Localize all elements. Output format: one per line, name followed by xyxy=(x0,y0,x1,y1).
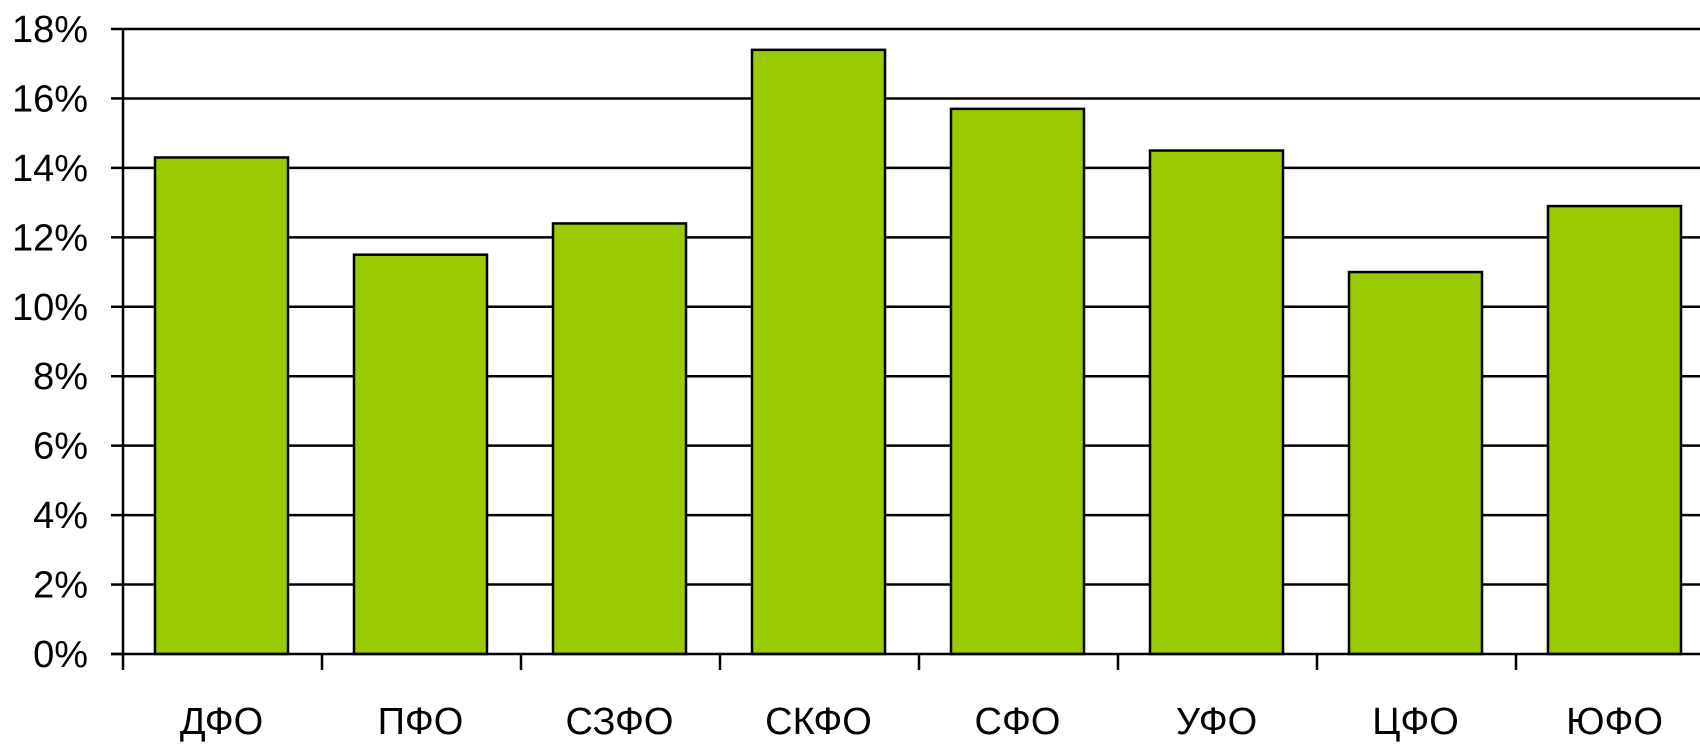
y-tick-label: 0% xyxy=(33,634,88,676)
y-tick-label: 12% xyxy=(12,217,88,259)
bar-2 xyxy=(352,253,489,656)
bar-4 xyxy=(750,48,887,656)
bar-7 xyxy=(1347,270,1484,656)
bar-3 xyxy=(551,222,688,656)
x-tick-label: ЦФО xyxy=(1372,701,1459,743)
y-tick-label: 16% xyxy=(12,78,88,120)
bars xyxy=(153,48,1683,656)
bar-1 xyxy=(153,156,290,656)
y-tick-label: 4% xyxy=(33,495,88,537)
bar-5 xyxy=(949,107,1086,656)
x-tick-label: УФО xyxy=(1176,701,1257,743)
x-tick-label: СФО xyxy=(975,701,1061,743)
y-tick-labels: 0% 2% 4% 6% 8% 10% 12% 14% 16% 18% xyxy=(12,9,88,676)
y-tick-label: 2% xyxy=(33,565,88,607)
x-tick-label: ЮФО xyxy=(1566,701,1663,743)
y-tick-label: 8% xyxy=(33,356,88,398)
y-tick-label: 10% xyxy=(12,287,88,329)
y-tick-label: 6% xyxy=(33,426,88,468)
x-tick-label: СЗФО xyxy=(566,701,674,743)
bar-8 xyxy=(1546,204,1683,656)
x-tick-label: ДФО xyxy=(180,701,263,743)
bar-6 xyxy=(1148,149,1285,656)
x-tick-label: СКФО xyxy=(765,701,872,743)
x-tick-label: ПФО xyxy=(378,701,464,743)
axes xyxy=(111,27,1700,670)
x-tick-labels: ДФО ПФО СЗФО СКФО СФО УФО ЦФО ЮФО xyxy=(180,701,1663,743)
y-tick-label: 18% xyxy=(12,9,88,51)
y-tick-label: 14% xyxy=(12,148,88,190)
